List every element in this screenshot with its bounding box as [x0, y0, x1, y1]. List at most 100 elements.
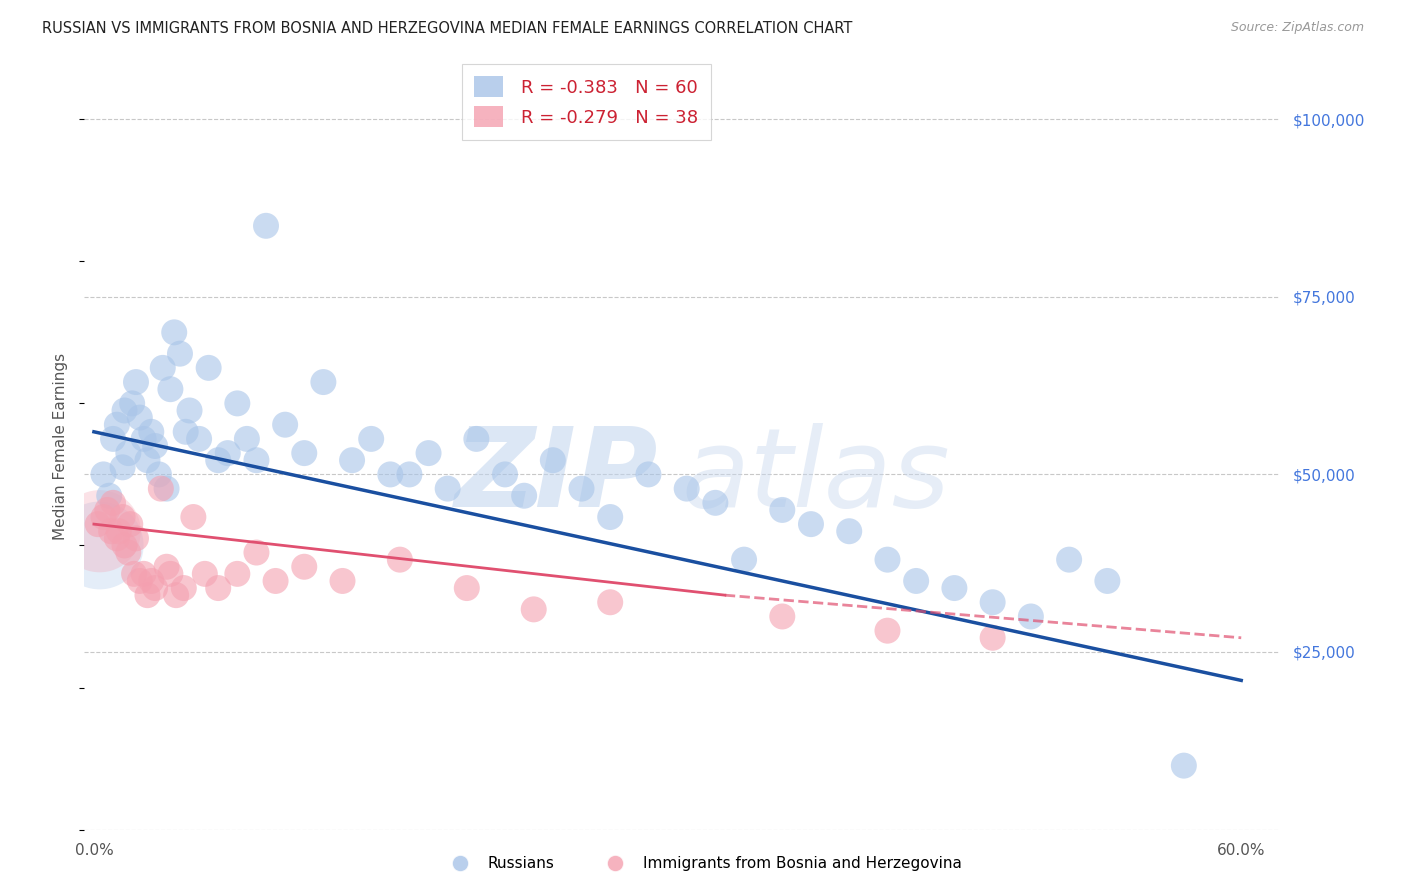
Point	[87, 517, 110, 532]
Point	[245, 545, 267, 559]
Point	[541, 453, 564, 467]
Point	[340, 453, 363, 467]
Point	[117, 545, 139, 559]
Point	[312, 375, 335, 389]
Point	[876, 552, 898, 566]
Point	[159, 382, 181, 396]
Point	[174, 425, 197, 439]
Point	[105, 532, 128, 546]
Point	[155, 559, 177, 574]
Point	[141, 425, 163, 439]
Point	[274, 417, 297, 432]
Point	[93, 510, 115, 524]
Point	[183, 510, 205, 524]
Point	[360, 432, 382, 446]
Point	[398, 467, 420, 482]
Point	[101, 496, 124, 510]
Point	[173, 581, 195, 595]
Point	[513, 489, 536, 503]
Point	[89, 524, 111, 539]
Point	[111, 510, 134, 524]
Point	[226, 566, 249, 581]
Legend: R = -0.383   N = 60, R = -0.279   N = 38: R = -0.383 N = 60, R = -0.279 N = 38	[461, 64, 711, 140]
Point	[207, 453, 229, 467]
Point	[332, 574, 354, 588]
Point	[388, 552, 411, 566]
Point	[152, 360, 174, 375]
Point	[179, 403, 201, 417]
Y-axis label: Median Female Earnings: Median Female Earnings	[53, 352, 69, 540]
Point	[98, 489, 121, 503]
Point	[136, 588, 159, 602]
Point	[245, 453, 267, 467]
Point	[292, 446, 315, 460]
Point	[100, 524, 122, 539]
Point	[120, 517, 142, 532]
Point	[93, 467, 115, 482]
Point	[128, 574, 150, 588]
Point	[128, 410, 150, 425]
Legend: Russians, Immigrants from Bosnia and Herzegovina: Russians, Immigrants from Bosnia and Her…	[439, 850, 967, 877]
Point	[197, 360, 219, 375]
Point	[1097, 574, 1119, 588]
Point	[599, 595, 621, 609]
Point	[125, 375, 148, 389]
Point	[105, 417, 128, 432]
Point	[121, 396, 143, 410]
Point	[165, 588, 187, 602]
Point	[111, 460, 134, 475]
Point	[122, 566, 145, 581]
Text: ZIP: ZIP	[454, 423, 658, 530]
Text: RUSSIAN VS IMMIGRANTS FROM BOSNIA AND HERZEGOVINA MEDIAN FEMALE EARNINGS CORRELA: RUSSIAN VS IMMIGRANTS FROM BOSNIA AND HE…	[42, 21, 852, 37]
Point	[236, 432, 259, 446]
Point	[733, 552, 755, 566]
Point	[981, 631, 1004, 645]
Point	[571, 482, 593, 496]
Point	[132, 432, 155, 446]
Point	[143, 439, 166, 453]
Point	[599, 510, 621, 524]
Point	[770, 609, 793, 624]
Point	[114, 538, 136, 552]
Point	[770, 503, 793, 517]
Point	[675, 482, 697, 496]
Point	[149, 482, 172, 496]
Point	[148, 467, 170, 482]
Point	[292, 559, 315, 574]
Point	[159, 566, 181, 581]
Point	[107, 524, 129, 539]
Text: Source: ZipAtlas.com: Source: ZipAtlas.com	[1230, 21, 1364, 35]
Point	[169, 346, 191, 360]
Point	[1173, 758, 1195, 772]
Point	[117, 446, 139, 460]
Point	[96, 503, 118, 517]
Point	[465, 432, 488, 446]
Point	[1019, 609, 1042, 624]
Point	[89, 538, 111, 552]
Point	[207, 581, 229, 595]
Point	[188, 432, 211, 446]
Point	[264, 574, 287, 588]
Point	[143, 581, 166, 595]
Point	[125, 532, 148, 546]
Point	[132, 566, 155, 581]
Point	[136, 453, 159, 467]
Point	[155, 482, 177, 496]
Point	[114, 403, 136, 417]
Point	[217, 446, 239, 460]
Point	[905, 574, 928, 588]
Point	[194, 566, 217, 581]
Point	[456, 581, 478, 595]
Point	[800, 517, 823, 532]
Point	[418, 446, 440, 460]
Point	[637, 467, 659, 482]
Point	[141, 574, 163, 588]
Point	[523, 602, 546, 616]
Point	[494, 467, 516, 482]
Point	[1057, 552, 1080, 566]
Point	[943, 581, 966, 595]
Point	[226, 396, 249, 410]
Point	[704, 496, 727, 510]
Point	[876, 624, 898, 638]
Point	[380, 467, 402, 482]
